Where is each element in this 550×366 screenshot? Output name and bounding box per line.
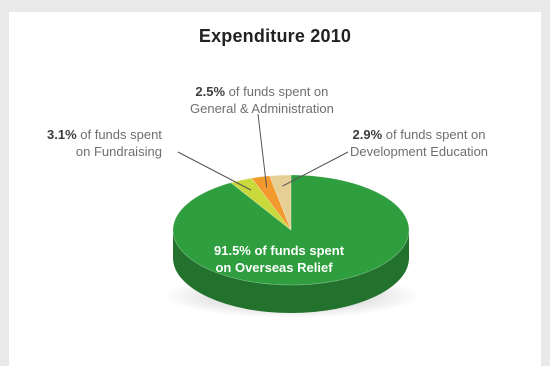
slice-fundraising <box>230 177 292 231</box>
slice-overseas-relief <box>172 174 410 286</box>
label-general-admin-text2: General & Administration <box>190 101 334 116</box>
pie-depth <box>173 230 409 313</box>
leader-dev-education <box>282 151 349 187</box>
leader-general-admin <box>257 113 268 188</box>
label-general-admin: 2.5% of funds spent on General & Adminis… <box>190 83 334 117</box>
leader-fundraising <box>177 151 252 191</box>
leader-lines <box>177 113 349 191</box>
label-dev-education: 2.9% of funds spent on Development Educa… <box>350 126 488 160</box>
slice-dev-education <box>269 174 292 231</box>
label-dev-education-text1: of funds spent on <box>382 127 486 142</box>
slice-overseas-relief-side <box>173 230 409 313</box>
label-general-admin-text1: of funds spent on <box>225 84 329 99</box>
pie-top <box>172 174 410 286</box>
label-dev-education-text2: Development Education <box>350 144 489 159</box>
label-overseas-relief-text1: of funds spent <box>250 243 345 258</box>
label-overseas-relief: 91.5% of funds spent on Overseas Relief <box>214 242 344 276</box>
label-fundraising-text2: on Fundraising <box>75 144 162 159</box>
label-overseas-relief-percent: 91.5% <box>214 243 251 258</box>
label-fundraising: 3.1% of funds spent on Fundraising <box>47 126 162 160</box>
label-fundraising-text1: of funds spent <box>76 127 162 142</box>
label-overseas-relief-text2: on Overseas Relief <box>215 260 333 275</box>
slice-general-admin <box>251 175 292 231</box>
chart-title: Expenditure 2010 <box>198 26 352 46</box>
label-fundraising-percent: 3.1% <box>47 127 77 142</box>
label-general-admin-percent: 2.5% <box>195 84 226 99</box>
label-dev-education-percent: 2.9% <box>352 127 383 142</box>
